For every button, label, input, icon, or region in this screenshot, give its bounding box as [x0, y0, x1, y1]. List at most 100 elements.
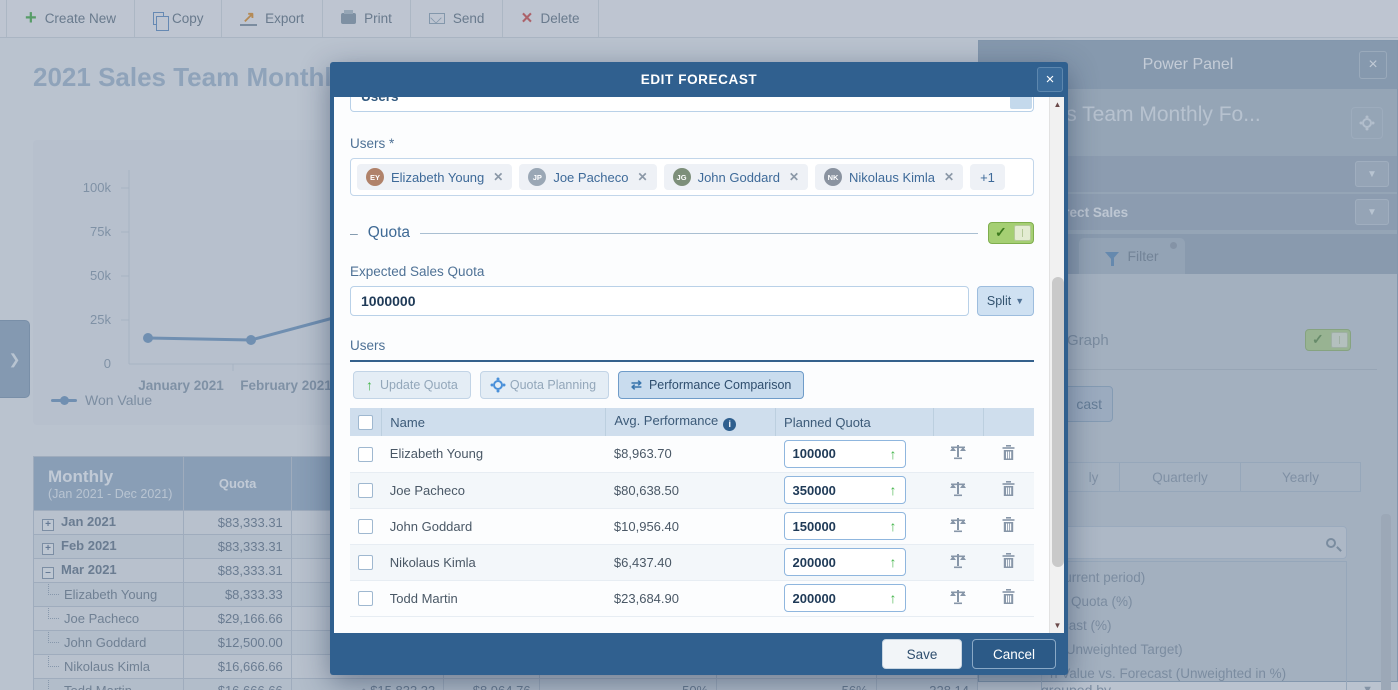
expected-quota-input[interactable] [350, 286, 969, 316]
panel-search-input[interactable] [1041, 526, 1347, 559]
users-multiselect[interactable]: EY Elizabeth Young ✕ JP Joe Pacheco ✕ JG… [350, 158, 1034, 196]
expand-side-panel-handle[interactable]: ❯ [0, 320, 30, 398]
save-button[interactable]: Save [882, 639, 962, 669]
avg-performance-column-header[interactable]: Avg. Performance i [605, 408, 777, 436]
balance-scale-icon[interactable] [949, 589, 967, 605]
export-button[interactable]: ↗ Export [221, 0, 322, 37]
gear-icon [1362, 118, 1372, 128]
bg-table-period-header[interactable]: Monthly (Jan 2021 - Dec 2021) [32, 456, 185, 511]
collapse-section-icon[interactable]: – [350, 225, 358, 241]
list-item[interactable]: vs. Quota (%) [1050, 594, 1133, 609]
chevron-down-icon[interactable]: ▼ [1355, 161, 1389, 187]
table-row[interactable]: Todd Martin $16,666.66 $15,833.33 $8,964… [32, 678, 979, 690]
tab-filter[interactable]: Filter [1079, 238, 1185, 274]
row-checkbox[interactable] [358, 446, 373, 462]
avatar: JG [672, 168, 691, 186]
scroll-up-icon[interactable]: ▲ [1053, 100, 1062, 109]
remove-chip-icon[interactable]: ✕ [944, 170, 955, 184]
list-item[interactable]: e (Unweighted Target) [1050, 642, 1183, 657]
row-checkbox[interactable] [358, 555, 373, 571]
more-users-chip[interactable]: +1 [970, 164, 1005, 190]
tab-yearly[interactable]: Yearly [1240, 462, 1361, 492]
modal-scrollbar[interactable]: ▲ ▼ [1049, 97, 1064, 633]
user-chip[interactable]: JP Joe Pacheco ✕ [519, 164, 657, 190]
remove-chip-icon[interactable]: ✕ [637, 170, 648, 184]
bg-table-quota-header[interactable]: Quota [183, 456, 292, 511]
arrow-up-icon[interactable]: ↑ [889, 445, 897, 462]
row-checkbox[interactable] [358, 519, 373, 535]
page-title: 2021 Sales Team Monthly Fo [33, 62, 333, 92]
planned-quota-input[interactable] [792, 482, 873, 498]
table-row: Nikolaus Kimla $6,437.40 ↑ [350, 544, 1034, 581]
legend-label: Won Value [85, 392, 153, 408]
pipeline-value: Direct Sales [1050, 204, 1129, 220]
row-checkbox[interactable] [358, 591, 373, 607]
power-panel-close-button[interactable]: × [1359, 51, 1387, 79]
split-button[interactable]: Split ▼ [977, 286, 1034, 316]
balance-scale-icon[interactable] [949, 444, 967, 460]
trash-icon[interactable] [1002, 589, 1015, 604]
envelope-icon [428, 13, 445, 24]
arrow-up-icon[interactable]: ↑ [889, 590, 897, 606]
arrow-up-icon[interactable]: ↑ [889, 482, 897, 498]
quota-planning-button[interactable]: Quota Planning [479, 371, 610, 399]
user-chip[interactable]: EY Elizabeth Young ✕ [357, 164, 513, 190]
performance-comparison-button[interactable]: ⇄ Performance Comparison [618, 371, 805, 399]
trash-icon[interactable] [1002, 444, 1015, 460]
tab-quarterly[interactable]: Quarterly [1119, 462, 1240, 492]
select-dropdown-button[interactable] [1010, 97, 1032, 109]
users-field-label: Users * [350, 136, 395, 151]
list-item[interactable]: n Value vs. Forecast (Unweighted in %) [1050, 666, 1287, 681]
panel-scrollbar[interactable] [1381, 514, 1391, 690]
quota-toggle[interactable]: ✓ [988, 222, 1034, 244]
trash-icon[interactable] [1002, 481, 1015, 496]
balance-scale-icon[interactable] [949, 481, 967, 497]
trash-icon[interactable] [1002, 517, 1015, 532]
list-item[interactable]: (Current period) [1050, 570, 1146, 585]
copy-icon [152, 12, 170, 31]
scrollbar-thumb[interactable] [1051, 277, 1064, 567]
print-icon [341, 10, 357, 24]
arrow-up-icon[interactable]: ↑ [889, 554, 897, 570]
planned-quota-input[interactable] [792, 554, 873, 570]
expand-icon[interactable]: + [42, 543, 54, 555]
trash-icon[interactable] [1002, 553, 1015, 568]
avatar: JP [528, 168, 547, 186]
user-chip[interactable]: JG John Goddard ✕ [663, 164, 809, 190]
user-chip[interactable]: NK Nikolaus Kimla ✕ [815, 164, 964, 190]
row-checkbox[interactable] [358, 483, 373, 499]
tab-monthly-partial[interactable]: ly [1067, 462, 1119, 492]
planned-quota-input[interactable] [792, 446, 873, 462]
remove-chip-icon[interactable]: ✕ [788, 170, 800, 184]
select-all-checkbox[interactable] [358, 415, 373, 431]
update-quota-button[interactable]: ↑ Update Quota [353, 371, 471, 399]
grouped-by-select[interactable]: grouped by ▼ [1041, 682, 1373, 690]
expand-icon[interactable]: + [42, 519, 54, 531]
send-button[interactable]: Send [409, 0, 503, 37]
planned-quota-column-header[interactable]: Planned Quota [775, 408, 934, 436]
copy-button[interactable]: Copy [133, 0, 222, 37]
remove-chip-icon[interactable]: ✕ [493, 170, 504, 184]
scroll-down-icon[interactable]: ▼ [1053, 621, 1062, 630]
graph-toggle[interactable]: ✓ [1305, 329, 1351, 351]
balance-scale-icon[interactable] [949, 553, 967, 569]
modal-close-button[interactable]: × [1037, 67, 1063, 92]
filter-tab-label: Filter [1127, 248, 1159, 264]
arrow-up-icon[interactable]: ↑ [889, 518, 897, 534]
delete-button[interactable]: × Delete [502, 0, 599, 37]
collapse-icon[interactable]: – [42, 567, 54, 579]
create-new-button[interactable]: + Create New [6, 0, 134, 37]
clipped-users-select[interactable]: Users [350, 97, 1034, 112]
info-icon[interactable]: i [723, 417, 737, 431]
users-quota-table: Name Avg. Performance i Planned Quota Eli… [350, 408, 1034, 617]
print-button[interactable]: Print [322, 0, 410, 37]
svg-text:25k: 25k [90, 312, 111, 327]
planned-quota-input[interactable] [792, 590, 873, 606]
chevron-down-icon[interactable]: ▼ [1355, 199, 1389, 225]
widget-settings-button[interactable] [1351, 107, 1383, 139]
planned-quota-input[interactable] [792, 518, 873, 534]
balance-scale-icon[interactable] [949, 517, 967, 533]
modal-body: Users Users * EY Elizabeth Young ✕ JP Jo… [334, 97, 1064, 633]
cancel-button[interactable]: Cancel [972, 639, 1056, 669]
name-column-header[interactable]: Name [381, 408, 607, 436]
